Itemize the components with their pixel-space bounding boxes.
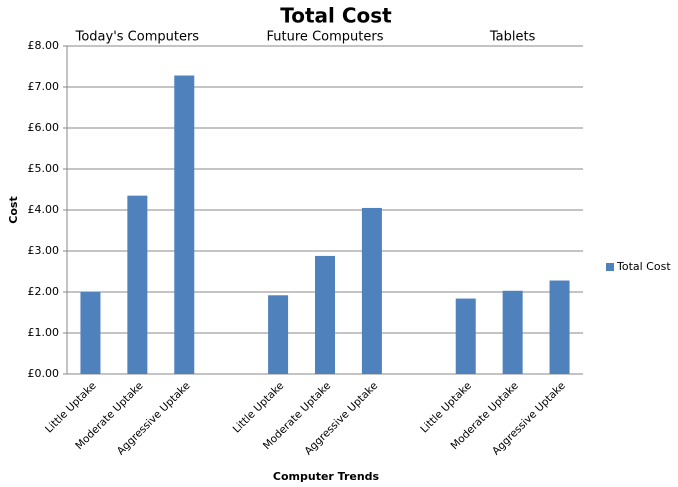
bar — [174, 75, 195, 375]
bar — [268, 295, 289, 374]
y-axis-label: Cost — [7, 196, 20, 223]
chart-title: Total Cost — [280, 4, 392, 28]
legend-swatch — [606, 263, 614, 271]
y-tick-label: £7.00 — [28, 80, 60, 93]
legend-label: Total Cost — [616, 260, 671, 273]
y-tick-label: £3.00 — [28, 244, 60, 257]
bar — [315, 255, 335, 374]
bar — [127, 195, 148, 374]
group-label: Future Computers — [267, 30, 384, 45]
group-label: Tablets — [489, 30, 536, 45]
y-tick-label: £4.00 — [28, 203, 60, 216]
bar — [549, 280, 570, 374]
x-axis-label: Computer Trends — [273, 470, 380, 483]
y-tick-label: £1.00 — [28, 326, 60, 339]
bar — [80, 292, 101, 374]
y-tick-label: £6.00 — [28, 121, 60, 134]
y-tick-label: £8.00 — [28, 39, 60, 52]
bar — [502, 290, 523, 374]
bar — [361, 207, 382, 374]
y-tick-label: £5.00 — [28, 162, 60, 175]
bar — [455, 298, 476, 374]
group-label: Today's Computers — [75, 30, 200, 45]
y-tick-label: £0.00 — [28, 367, 60, 380]
y-tick-label: £2.00 — [28, 285, 60, 298]
